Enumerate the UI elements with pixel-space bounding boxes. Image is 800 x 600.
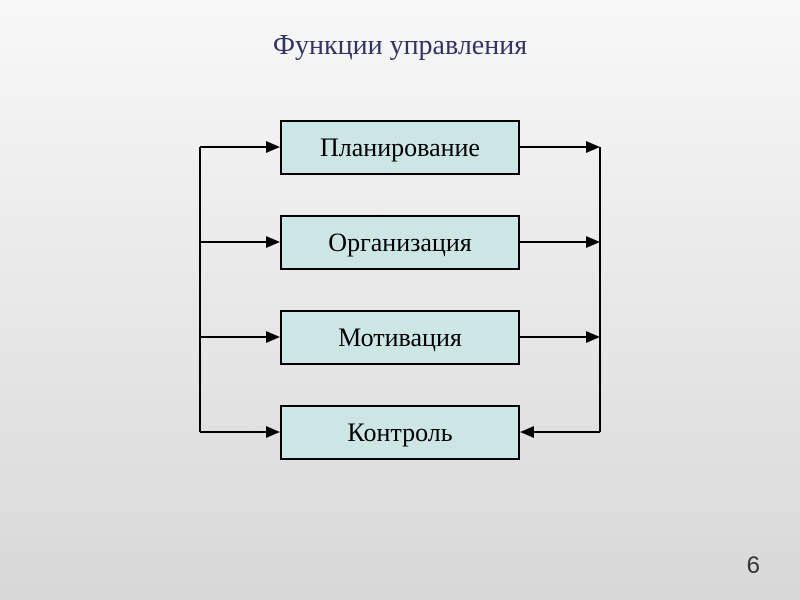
- diagram-title: Функции управления: [0, 0, 800, 62]
- flowchart-node: Мотивация: [280, 310, 520, 365]
- flowchart-node: Организация: [280, 215, 520, 270]
- page-number: 6: [747, 552, 760, 580]
- flowchart-container: Планирование Организация Мотивация Контроль: [155, 110, 645, 490]
- flowchart-node: Контроль: [280, 405, 520, 460]
- flowchart-node: Планирование: [280, 120, 520, 175]
